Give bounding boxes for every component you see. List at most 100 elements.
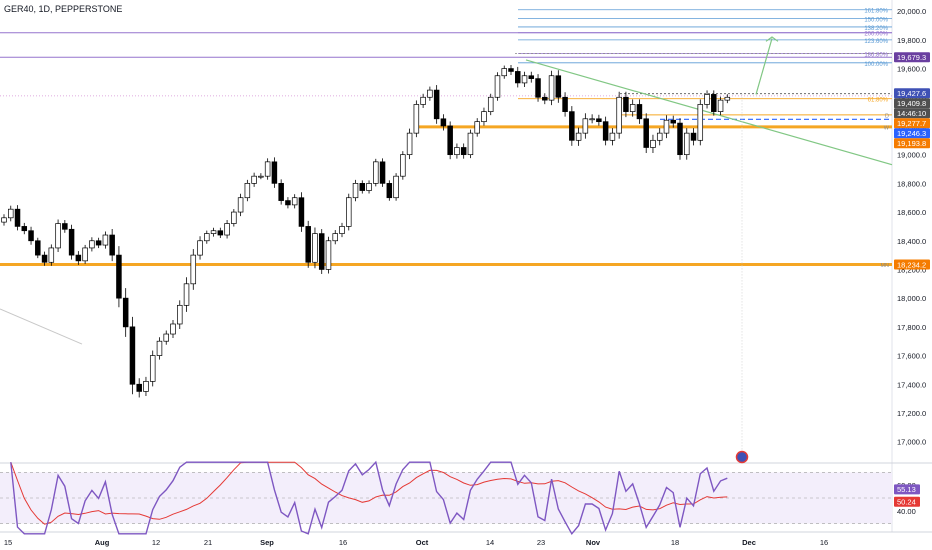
candle-body [285, 200, 291, 206]
x-tick-label: Oct [416, 538, 429, 547]
candle-body [704, 94, 710, 105]
y-tick-label: 19,000.0 [897, 151, 926, 160]
price-badge-text: 19,679.3 [897, 53, 926, 62]
x-tick-label: Sep [260, 538, 274, 547]
line-tag: W [884, 125, 890, 131]
price-badge [894, 128, 930, 139]
candle-body [82, 247, 88, 262]
candle-body [366, 183, 372, 191]
candle-body [447, 125, 453, 156]
candle-body [278, 183, 284, 201]
fib-label: 186.80% [864, 53, 888, 59]
candle-body [460, 147, 467, 156]
price-badge [894, 138, 930, 149]
candle-body [440, 118, 447, 127]
candle-body [35, 240, 41, 256]
candle-body [400, 154, 406, 177]
candle-body [474, 121, 480, 134]
trend-line [525, 59, 893, 166]
y-tick-label: 18,200.0 [897, 265, 926, 274]
candle-body [602, 121, 609, 141]
candle-body [75, 254, 82, 262]
candle-body [217, 230, 224, 236]
candle-body [521, 75, 528, 84]
price-badge-text: 19,246.3 [897, 129, 926, 138]
rsi-ma-line [10, 461, 728, 525]
candle-body [346, 197, 352, 227]
candle-body [231, 211, 237, 224]
candles [1, 65, 731, 398]
candle-body [359, 183, 366, 191]
price-badge [894, 88, 930, 99]
candle-body [68, 228, 75, 256]
candle-body [508, 68, 514, 72]
candle-body [1, 217, 7, 223]
candle-body [643, 118, 649, 148]
candle-body [582, 118, 589, 134]
projection-arrow [755, 38, 773, 95]
candle-body [102, 234, 109, 246]
candle-body [386, 183, 393, 199]
candle-body [656, 132, 663, 141]
candle-body [420, 96, 426, 105]
candle-body [663, 119, 670, 134]
x-tick-label: 18 [671, 538, 679, 547]
candle-body [501, 68, 507, 77]
y-tick-label: 17,400.0 [897, 380, 926, 389]
chart-title: GER40, 1D, PEPPERSTONE [4, 4, 123, 14]
x-tick-label: Aug [95, 538, 110, 547]
candle-body [298, 197, 305, 227]
candle-body [569, 111, 575, 141]
candle-body [555, 75, 562, 98]
candle-body [264, 161, 271, 177]
candle-body [183, 283, 190, 306]
x-tick-label: 16 [339, 538, 347, 547]
candle-body [197, 240, 203, 256]
price-badge-text: 19,193.8 [897, 139, 926, 148]
price-badge [894, 108, 930, 119]
price-badge [894, 118, 930, 129]
x-tick-label: 15 [4, 538, 12, 547]
x-tick-label: 14 [486, 538, 494, 547]
candle-body [21, 226, 28, 232]
candle-body [325, 240, 332, 270]
price-badge-text: 19,277.7 [897, 119, 926, 128]
y-tick-label: 18,000.0 [897, 294, 926, 303]
candle-body [149, 355, 156, 382]
candle-body [616, 96, 622, 134]
projection-arrowhead [765, 36, 779, 42]
candle-body [237, 197, 244, 213]
event-marker [735, 450, 749, 464]
candle-body [467, 132, 474, 156]
candle-body [156, 340, 163, 356]
candle-body [62, 223, 68, 230]
candle-body [244, 183, 251, 199]
candle-body [711, 94, 717, 112]
candle-body [636, 104, 643, 120]
candle-body [515, 71, 521, 84]
candle-body [312, 233, 318, 263]
candle-body [210, 230, 217, 234]
candle-body [575, 132, 582, 141]
fib-label: 200.00% [864, 32, 888, 38]
y-tick-label: 17,600.0 [897, 352, 926, 361]
fib-label: 161.80% [864, 9, 888, 15]
price-badge [894, 52, 930, 63]
candle-body [717, 99, 724, 112]
candle-body [650, 139, 656, 148]
candle-body [454, 147, 460, 156]
y-tick-label: 18,600.0 [897, 208, 926, 217]
candle-body [535, 78, 541, 98]
candle-body [670, 119, 676, 124]
candle-body [41, 254, 48, 263]
x-tick-label: 12 [152, 538, 160, 547]
y-tick-label: 17,000.0 [897, 438, 926, 447]
rsi-tick-label: 40.00 [897, 507, 916, 516]
candle-body [28, 230, 34, 242]
y-tick-label: 17,800.0 [897, 323, 926, 332]
candle-body [204, 233, 210, 242]
y-tick-label: 18,800.0 [897, 179, 926, 188]
candle-body [177, 304, 183, 325]
x-tick-label: Nov [586, 538, 601, 547]
